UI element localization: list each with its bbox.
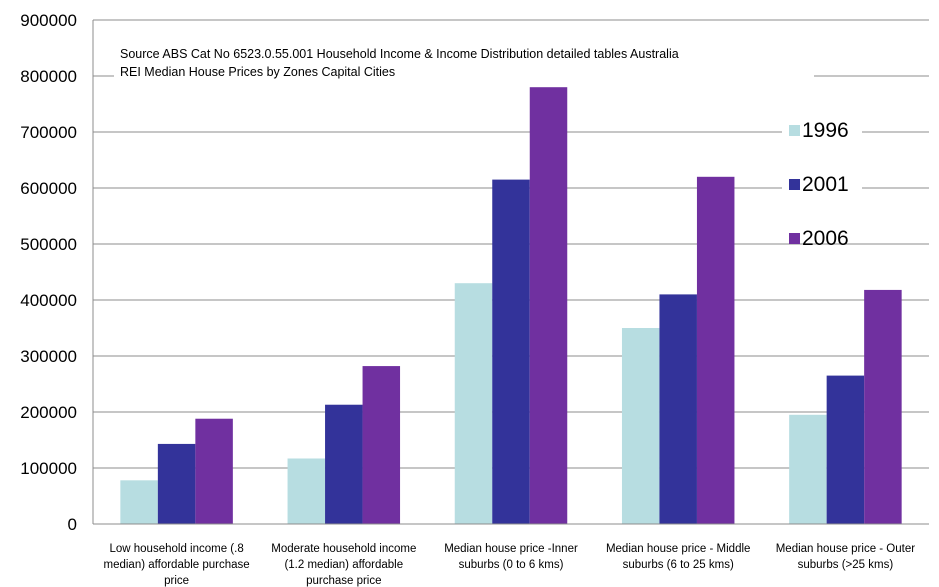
y-axis-ticks: 0 100000 200000 300000 400000 500000 600000 700…: [20, 11, 77, 534]
legend-label-2001: 2001: [802, 173, 849, 196]
bars: [120, 87, 902, 525]
bar-2006: [195, 418, 233, 524]
y-tick-label: 300000: [20, 347, 77, 366]
legend-swatch-1996: [789, 125, 800, 136]
bar-1996: [120, 480, 158, 524]
y-tick-label: 900000: [20, 11, 77, 30]
bar-2006: [864, 289, 902, 524]
source-annotation-line-1: Source ABS Cat No 6523.0.55.001 Househol…: [120, 47, 679, 61]
bar-2001: [659, 294, 697, 524]
legend-label-1996: 1996: [802, 119, 849, 142]
x-category-label: Median house price - Middle suburbs (6 to…: [606, 543, 750, 571]
bar-2006: [529, 87, 568, 524]
bar-1996: [287, 458, 326, 524]
bar-1996: [454, 283, 493, 524]
source-annotation-line-2: REI Median House Prices by Zones Capital…: [120, 65, 395, 79]
legend: 1996 2001 2006: [782, 93, 862, 250]
legend-label-2006: 2006: [802, 227, 849, 250]
bar-2001: [492, 179, 530, 524]
bar-2001: [826, 375, 865, 524]
y-tick-label: 100000: [20, 459, 77, 478]
bar-1996: [789, 414, 827, 524]
x-category-label: Low household income (.8 median) affordab…: [104, 543, 250, 587]
legend-swatch-2001: [789, 179, 800, 190]
bar-2006: [696, 176, 735, 525]
legend-swatch-2006: [789, 233, 800, 244]
x-category-label: Median house price - Outer suburbs (>25 k…: [776, 543, 916, 571]
legend-background: [782, 93, 862, 233]
y-tick-label: 500000: [20, 235, 77, 254]
annotation-background: [114, 40, 814, 83]
y-tick-label: 0: [68, 515, 77, 534]
bar-2001: [325, 404, 363, 524]
x-category-label: Median house price -Inner suburbs (0 to 6…: [444, 543, 578, 571]
y-tick-label: 600000: [20, 179, 77, 198]
bar-2006: [362, 366, 401, 524]
y-tick-label: 700000: [20, 123, 77, 142]
y-tick-label: 800000: [20, 67, 77, 86]
axes: [92, 20, 929, 525]
bar-1996: [621, 328, 660, 524]
x-axis-category-labels: Low household income (.8 median) affordab…: [104, 543, 916, 587]
y-tick-label: 400000: [20, 291, 77, 310]
bar-2001: [157, 443, 196, 524]
x-category-label: Moderate household income (1.2 median) af…: [271, 543, 416, 587]
y-tick-label: 200000: [20, 403, 77, 422]
